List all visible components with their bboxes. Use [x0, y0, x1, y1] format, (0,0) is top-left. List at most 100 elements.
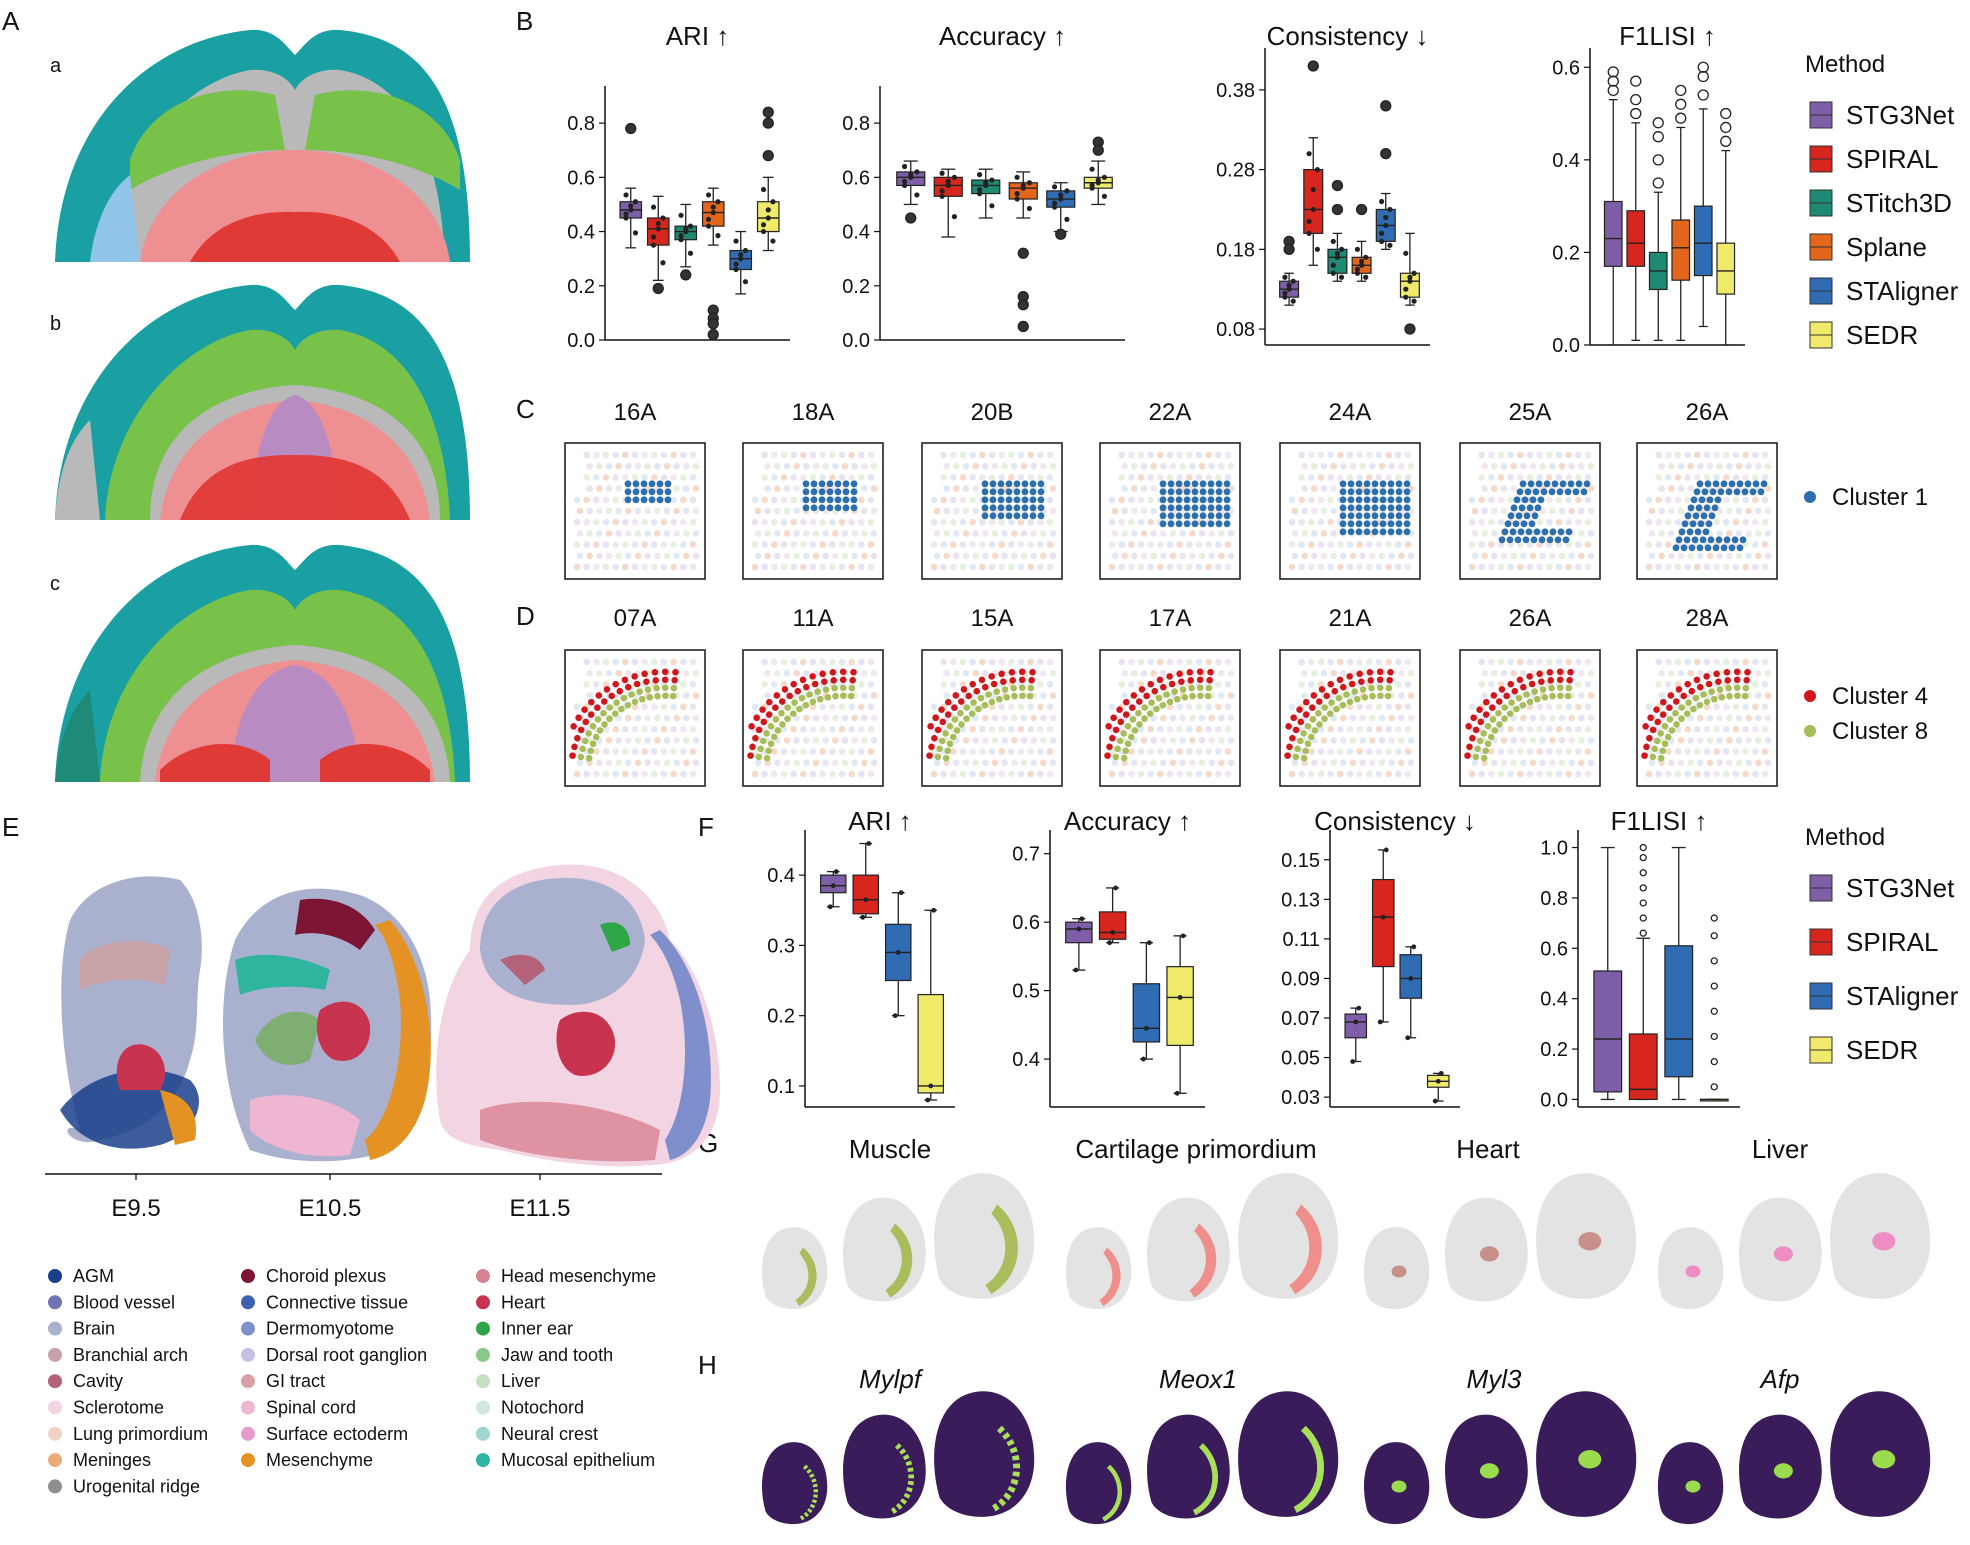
- spot-background: [1166, 541, 1174, 548]
- spot-background: [1224, 474, 1232, 481]
- spot-background: [1317, 496, 1325, 504]
- spot-background: [692, 692, 700, 699]
- sample-point: [951, 214, 958, 220]
- spot-cluster-1: [1379, 512, 1387, 520]
- spot-background: [1761, 658, 1769, 666]
- spot-background: [1108, 541, 1116, 548]
- sample-point: [1435, 1078, 1441, 1084]
- spot-cluster-1: [1562, 536, 1570, 544]
- sample-point: [770, 238, 776, 244]
- spot-background: [867, 703, 875, 711]
- tissue-swatch: [48, 1347, 62, 1362]
- spot-background: [1742, 770, 1749, 778]
- tissue-swatch: [476, 1321, 490, 1336]
- spot-background: [858, 770, 865, 778]
- spot-background: [832, 462, 839, 470]
- spot-background: [1735, 737, 1743, 744]
- spot-background: [1346, 563, 1354, 571]
- sample-point: [863, 897, 869, 903]
- spot-cluster-4: [1323, 692, 1331, 700]
- spot-background: [1337, 474, 1344, 481]
- spot-cluster-4: [973, 687, 981, 695]
- spot-background: [1732, 518, 1740, 526]
- spot-background: [1030, 552, 1037, 560]
- spot-background: [1764, 692, 1772, 699]
- tissue-label: Spinal cord: [266, 1398, 356, 1418]
- spot-background: [1716, 737, 1723, 744]
- spot-background: [1565, 474, 1572, 481]
- spot-background: [1488, 518, 1495, 526]
- spot-background: [1546, 725, 1553, 733]
- sample-point: [738, 256, 744, 262]
- spot-cluster-1: [1688, 544, 1696, 552]
- spot-background: [1327, 518, 1334, 526]
- spot-background: [861, 714, 868, 722]
- spot-background: [1568, 714, 1575, 722]
- spot-background: [1311, 552, 1318, 560]
- spot-background: [1488, 658, 1495, 666]
- spot-background: [793, 737, 800, 744]
- spot-background: [870, 552, 878, 560]
- outlier-point: [1283, 243, 1295, 255]
- spot-background: [1208, 737, 1215, 744]
- spot-background: [1147, 770, 1154, 778]
- spot-background: [1497, 518, 1505, 526]
- spot-cluster-1: [640, 480, 648, 488]
- spot-background: [1565, 658, 1572, 666]
- spot-background: [1677, 485, 1685, 492]
- y-tick-label: 0.05: [1281, 1048, 1320, 1070]
- spot-cluster-4: [595, 692, 603, 699]
- spot-background: [1568, 507, 1575, 515]
- spot-cluster-1: [1363, 504, 1371, 512]
- spot-background: [670, 563, 677, 571]
- spot-cluster-4: [1516, 676, 1524, 684]
- spot-background: [605, 737, 613, 744]
- spot-background: [959, 451, 967, 459]
- spot-background: [979, 518, 986, 526]
- spot-cluster-1: [1175, 504, 1183, 512]
- spot-cluster-4: [988, 673, 995, 680]
- spot-background: [1716, 759, 1723, 767]
- spot-cluster-4: [1647, 714, 1654, 722]
- spot-background: [1565, 703, 1572, 711]
- spot-cluster-4: [1315, 698, 1323, 705]
- spot-background: [651, 703, 658, 711]
- legend-cluster-c: Cluster 1: [1804, 484, 1928, 511]
- spot-background: [861, 669, 868, 677]
- spot-background: [809, 703, 817, 711]
- outlier-point: [652, 282, 664, 295]
- spot-cluster-1: [1697, 520, 1705, 528]
- spot-cluster-4: [1646, 734, 1653, 742]
- spot-background: [573, 541, 581, 548]
- spot-background: [634, 759, 642, 767]
- tissue-swatch: [48, 1295, 62, 1310]
- spot-background: [1735, 552, 1743, 560]
- spot-background: [953, 530, 960, 537]
- spot-background: [680, 658, 687, 666]
- spot-background: [1189, 530, 1196, 537]
- spot-cluster-4: [1566, 676, 1573, 684]
- spot-background: [930, 703, 938, 711]
- spot-background: [1030, 737, 1037, 744]
- sample-point: [1306, 151, 1312, 157]
- spot-cluster-4: [931, 734, 938, 742]
- spot-background: [1131, 462, 1138, 470]
- spot-background: [764, 530, 771, 537]
- spot-cluster-1: [1371, 528, 1379, 536]
- spot-cluster-4: [1168, 680, 1176, 688]
- spot-background: [1742, 725, 1749, 733]
- spot-background: [1195, 541, 1203, 548]
- spot-background: [1186, 658, 1193, 666]
- spot-background: [1703, 748, 1711, 755]
- spot-background: [1308, 681, 1315, 688]
- spot-cluster-4: [1186, 669, 1194, 676]
- spot-cluster-4: [960, 686, 968, 693]
- spot-background: [1027, 541, 1034, 548]
- spot-cluster-4: [1196, 676, 1204, 684]
- spot-cluster-8: [1515, 694, 1523, 702]
- spot-cluster-8: [1725, 684, 1732, 692]
- tissue-swatch: [48, 1479, 62, 1494]
- spot-background: [1529, 462, 1537, 470]
- spot-background: [812, 552, 820, 560]
- spot-background: [663, 759, 671, 767]
